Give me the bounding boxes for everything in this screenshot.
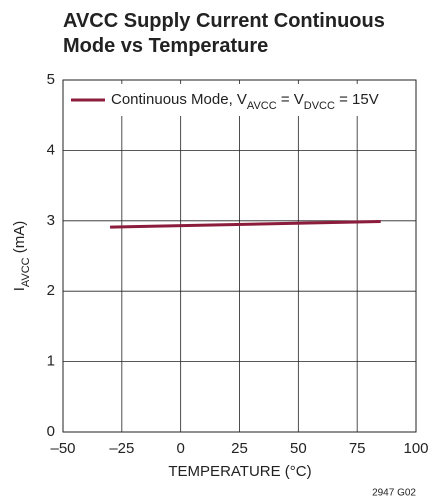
x-tick-label: 100 <box>403 440 428 457</box>
x-tick-label: 0 <box>176 440 184 457</box>
legend: Continuous Mode, VAVCC = VDVCC = 15V <box>65 84 412 116</box>
y-tick-label: 0 <box>47 423 55 440</box>
legend-label-part: = V <box>277 91 304 108</box>
y-tick-label: 3 <box>47 212 55 229</box>
data-line <box>110 220 381 229</box>
legend-label-part: Continuous Mode, V <box>111 91 247 108</box>
chart-title: AVCC Supply Current Continuous <box>63 10 385 32</box>
y-tick-label: 4 <box>47 141 55 158</box>
legend-box <box>65 84 412 116</box>
y-tick-label: 5 <box>47 71 55 88</box>
x-tick-label: 50 <box>290 440 307 457</box>
figure-note: 2947 G02 <box>372 488 416 499</box>
x-axis-label: TEMPERATURE (°C) <box>168 463 311 480</box>
x-tick-label: 75 <box>349 440 366 457</box>
x-tick-label: –25 <box>109 440 134 457</box>
y-axis-label: IAVCC (mA) <box>11 221 32 292</box>
x-tick-label: –50 <box>50 440 75 457</box>
legend-label-part: = 15V <box>335 91 379 108</box>
chart-title: Mode vs Temperature <box>63 35 268 57</box>
y-axis-label-part: AVCC <box>20 257 32 287</box>
x-tick-label: 25 <box>231 440 248 457</box>
plot-frame <box>62 79 417 433</box>
legend-label-part: AVCC <box>247 100 277 112</box>
y-axis-label-part: (mA) <box>11 221 28 258</box>
y-tick-label: 1 <box>47 353 55 370</box>
y-tick-label: 2 <box>47 282 55 299</box>
legend-label-part: DVCC <box>304 100 335 112</box>
legend-label: Continuous Mode, VAVCC = VDVCC = 15V <box>111 91 379 112</box>
y-axis-label-part: I <box>11 287 28 291</box>
